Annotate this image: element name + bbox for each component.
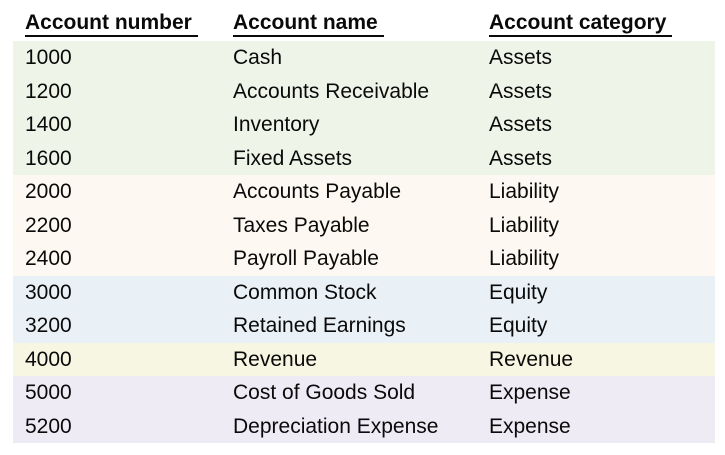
account-category-cell: Revenue bbox=[489, 347, 574, 371]
account-name-cell: Cost of Goods Sold bbox=[233, 381, 416, 405]
account-category-cell: Assets bbox=[489, 46, 553, 70]
account-category-cell: Assets bbox=[489, 146, 553, 170]
column-header-label: Account number bbox=[25, 12, 198, 37]
column-header-account-number: Account number bbox=[13, 8, 233, 41]
account-number-cell: 2000 bbox=[25, 180, 72, 204]
account-category-cell: Expense bbox=[489, 414, 571, 438]
table-row: 2200 Taxes Payable Liability bbox=[13, 208, 715, 242]
table-header: Account number Account name Account cate… bbox=[13, 8, 715, 41]
account-name-cell: Depreciation Expense bbox=[233, 414, 439, 438]
column-header-account-name: Account name bbox=[233, 8, 489, 41]
account-category-cell: Liability bbox=[489, 180, 560, 204]
accounts-table-container: Account number Account name Account cate… bbox=[13, 8, 715, 443]
account-category-cell: Liability bbox=[489, 213, 560, 237]
table-row: 1600 Fixed Assets Assets bbox=[13, 141, 715, 175]
table-row: 2000 Accounts Payable Liability bbox=[13, 175, 715, 209]
account-number-cell: 2200 bbox=[25, 213, 72, 237]
account-category-cell: Liability bbox=[489, 247, 560, 271]
account-number-cell: 5200 bbox=[25, 414, 72, 438]
account-category-cell: Expense bbox=[489, 381, 571, 405]
table-row: 1000 Cash Assets bbox=[13, 41, 715, 75]
account-category-cell: Assets bbox=[489, 79, 553, 103]
column-header-account-category: Account category bbox=[489, 8, 715, 41]
table-row: 5000 Cost of Goods Sold Expense bbox=[13, 376, 715, 410]
table-row: 1200 Accounts Receivable Assets bbox=[13, 74, 715, 108]
table-row: 3200 Retained Earnings Equity bbox=[13, 309, 715, 343]
account-name-cell: Common Stock bbox=[233, 280, 377, 304]
account-number-cell: 4000 bbox=[25, 347, 72, 371]
account-number-cell: 3000 bbox=[25, 280, 72, 304]
account-name-cell: Revenue bbox=[233, 347, 318, 371]
table-body: 1000 Cash Assets 1200 Accounts Receivabl… bbox=[13, 41, 715, 443]
account-name-cell: Retained Earnings bbox=[233, 314, 406, 338]
account-name-cell: Inventory bbox=[233, 113, 320, 137]
account-number-cell: 1600 bbox=[25, 146, 72, 170]
table-row: 4000 Revenue Revenue bbox=[13, 342, 715, 376]
account-name-cell: Payroll Payable bbox=[233, 247, 379, 271]
table-row: 3000 Common Stock Equity bbox=[13, 275, 715, 309]
account-number-cell: 1000 bbox=[25, 46, 72, 70]
account-name-cell: Taxes Payable bbox=[233, 213, 370, 237]
account-category-cell: Equity bbox=[489, 280, 548, 304]
account-name-cell: Accounts Receivable bbox=[233, 79, 430, 103]
account-number-cell: 1200 bbox=[25, 79, 72, 103]
accounts-table: Account number Account name Account cate… bbox=[13, 8, 715, 443]
table-row: 2400 Payroll Payable Liability bbox=[13, 242, 715, 276]
table-row: 1400 Inventory Assets bbox=[13, 108, 715, 142]
header-row: Account number Account name Account cate… bbox=[13, 8, 715, 41]
account-number-cell: 5000 bbox=[25, 381, 72, 405]
account-name-cell: Fixed Assets bbox=[233, 146, 353, 170]
column-header-label: Account name bbox=[233, 12, 384, 37]
account-number-cell: 2400 bbox=[25, 247, 72, 271]
account-number-cell: 3200 bbox=[25, 314, 72, 338]
column-header-label: Account category bbox=[489, 12, 673, 37]
account-number-cell: 1400 bbox=[25, 113, 72, 137]
account-name-cell: Cash bbox=[233, 46, 283, 70]
account-name-cell: Accounts Payable bbox=[233, 180, 402, 204]
table-row: 5200 Depreciation Expense Expense bbox=[13, 409, 715, 443]
account-category-cell: Equity bbox=[489, 314, 548, 338]
account-category-cell: Assets bbox=[489, 113, 553, 137]
